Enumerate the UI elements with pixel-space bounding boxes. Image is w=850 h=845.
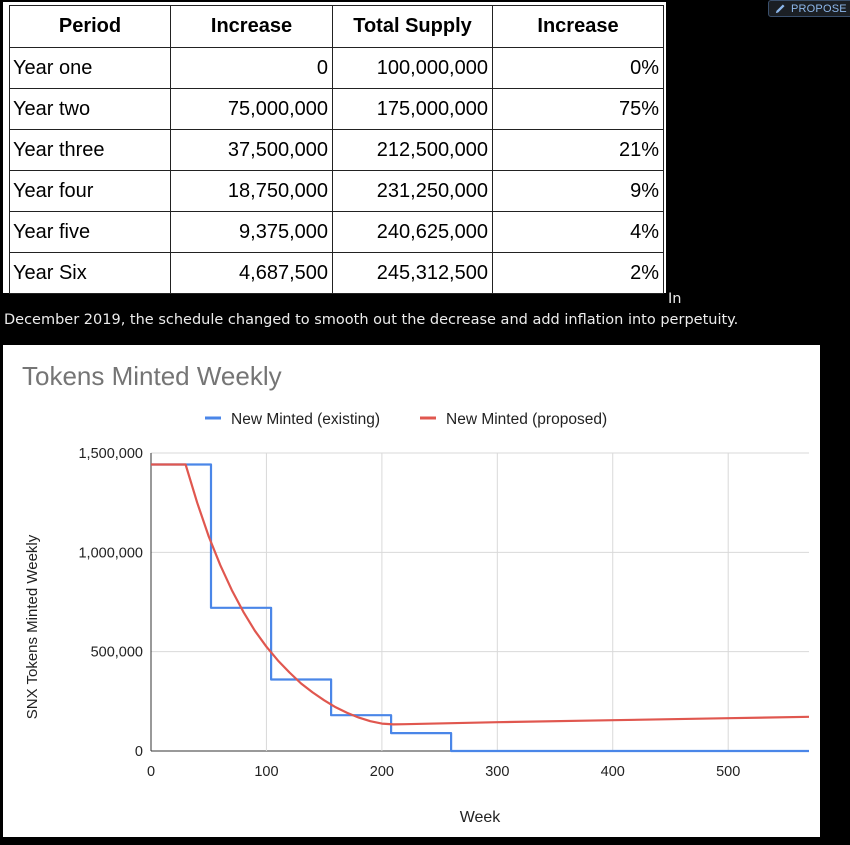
- chart-grid: [150, 452, 809, 752]
- x-axis-label: Week: [460, 809, 502, 826]
- cell-increase-percent: 4%: [492, 211, 664, 253]
- cell-increase-percent: 21%: [492, 129, 664, 171]
- article-paragraph: In December 2019, the schedule changed t…: [0, 290, 850, 340]
- header-increase-percent: Increase: [492, 5, 664, 48]
- x-tick-label: 500: [716, 764, 740, 780]
- cell-increase-percent: 0%: [492, 47, 664, 89]
- pencil-icon: [775, 4, 785, 14]
- x-tick-label: 300: [485, 764, 509, 780]
- cell-increase: 37,500,000: [170, 129, 333, 171]
- cell-increase: 18,750,000: [170, 170, 333, 212]
- supply-table: Period Increase Total Supply Increase Ye…: [9, 5, 664, 294]
- cell-increase-percent: 9%: [492, 170, 664, 212]
- x-tick-label: 400: [601, 764, 625, 780]
- y-tick-labels: 0 500,000 1,000,000 1,500,000: [78, 446, 143, 760]
- cell-increase: 75,000,000: [170, 88, 333, 130]
- cell-increase-percent: 75%: [492, 88, 664, 130]
- series-line-proposed: [151, 463, 810, 726]
- table-row: Year five 9,375,000 240,625,000 4%: [9, 211, 664, 253]
- table-row: Year three 37,500,000 212,500,000 21%: [9, 129, 664, 171]
- chart-series: [151, 463, 810, 753]
- tokens-minted-chart: Tokens Minted Weekly New Minted (existin…: [3, 345, 820, 837]
- paragraph-line-1: In: [668, 291, 682, 307]
- cell-period: Year five: [9, 211, 171, 253]
- cell-total-supply: 212,500,000: [332, 129, 493, 171]
- chart-legend: New Minted (existing) New Minted (propos…: [205, 411, 607, 428]
- paragraph-line-2: December 2019, the schedule changed to s…: [4, 312, 739, 328]
- propose-button[interactable]: PROPOSE: [768, 0, 850, 17]
- header-period: Period: [9, 5, 171, 48]
- header-increase: Increase: [170, 5, 333, 48]
- x-tick-label: 0: [147, 764, 155, 780]
- table-row: Year one 0 100,000,000 0%: [9, 47, 664, 89]
- cell-period: Year three: [9, 129, 171, 171]
- cell-period: Year Six: [9, 252, 171, 294]
- cell-total-supply: 231,250,000: [332, 170, 493, 212]
- table-row: Year two 75,000,000 175,000,000 75%: [9, 88, 664, 130]
- y-tick-label: 500,000: [91, 645, 143, 661]
- cell-increase: 0: [170, 47, 333, 89]
- table-row: Year four 18,750,000 231,250,000 9%: [9, 170, 664, 212]
- chart-title: Tokens Minted Weekly: [22, 361, 282, 391]
- cell-total-supply: 100,000,000: [332, 47, 493, 89]
- table-header-row: Period Increase Total Supply Increase: [9, 5, 664, 48]
- y-tick-label: 0: [135, 744, 143, 760]
- y-tick-label: 1,500,000: [78, 446, 143, 462]
- cell-total-supply: 245,312,500: [332, 252, 493, 294]
- cell-increase: 9,375,000: [170, 211, 333, 253]
- x-tick-labels: 0 100 200 300 400 500: [147, 764, 740, 780]
- x-tick-label: 200: [370, 764, 394, 780]
- series-line-existing: [151, 463, 809, 753]
- cell-period: Year four: [9, 170, 171, 212]
- legend-label-proposed: New Minted (proposed): [446, 411, 607, 428]
- table-row: Year Six 4,687,500 245,312,500 2%: [9, 252, 664, 294]
- y-axis-label: SNX Tokens Minted Weekly: [24, 534, 41, 719]
- cell-period: Year one: [9, 47, 171, 89]
- cell-total-supply: 175,000,000: [332, 88, 493, 130]
- y-tick-label: 1,000,000: [78, 545, 143, 561]
- propose-label: PROPOSE: [791, 2, 847, 15]
- cell-period: Year two: [9, 88, 171, 130]
- legend-label-existing: New Minted (existing): [231, 411, 380, 428]
- chart-svg: Tokens Minted Weekly New Minted (existin…: [22, 361, 810, 826]
- cell-increase-percent: 2%: [492, 252, 664, 294]
- supply-table-image: Period Increase Total Supply Increase Ye…: [3, 2, 666, 294]
- x-tick-label: 100: [254, 764, 278, 780]
- cell-total-supply: 240,625,000: [332, 211, 493, 253]
- cell-increase: 4,687,500: [170, 252, 333, 294]
- header-total-supply: Total Supply: [332, 5, 493, 48]
